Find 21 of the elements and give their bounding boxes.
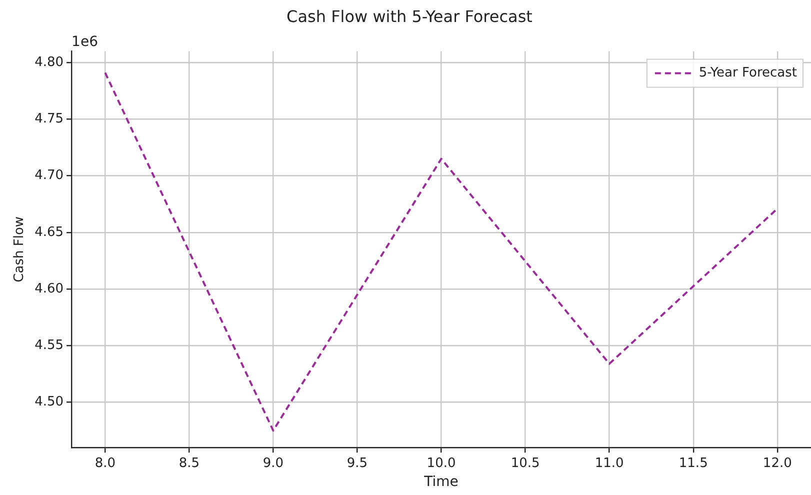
y-tick-label: 4.60 [34,281,64,296]
x-tick-label: 8.0 [94,456,116,471]
x-tick-label: 11.0 [594,456,624,471]
x-tick-label: 9.5 [346,456,368,471]
x-tick-label: 10.0 [426,456,456,471]
x-tick-label: 9.0 [262,456,284,471]
x-tick-label: 10.5 [510,456,540,471]
y-tick-label: 4.80 [34,54,64,70]
y-tick-label: 4.70 [34,168,64,184]
y-axis-title: Cash Flow [12,216,28,282]
y-tick-label: 4.75 [34,112,64,127]
y-tick-label: 4.55 [34,338,64,354]
chart-title: Cash Flow with 5-Year Forecast [286,6,532,26]
y-tick-label: 4.50 [34,394,64,410]
legend-label: 5-Year Forecast [698,66,798,81]
y-tick-label: 4.65 [34,224,64,240]
text: 1e6 [72,34,98,50]
x-tick-label: 8.5 [178,456,200,471]
x-tick-label: 11.5 [678,456,708,471]
x-tick-label: 12.0 [762,456,792,471]
x-axis-title: Time [423,474,458,490]
